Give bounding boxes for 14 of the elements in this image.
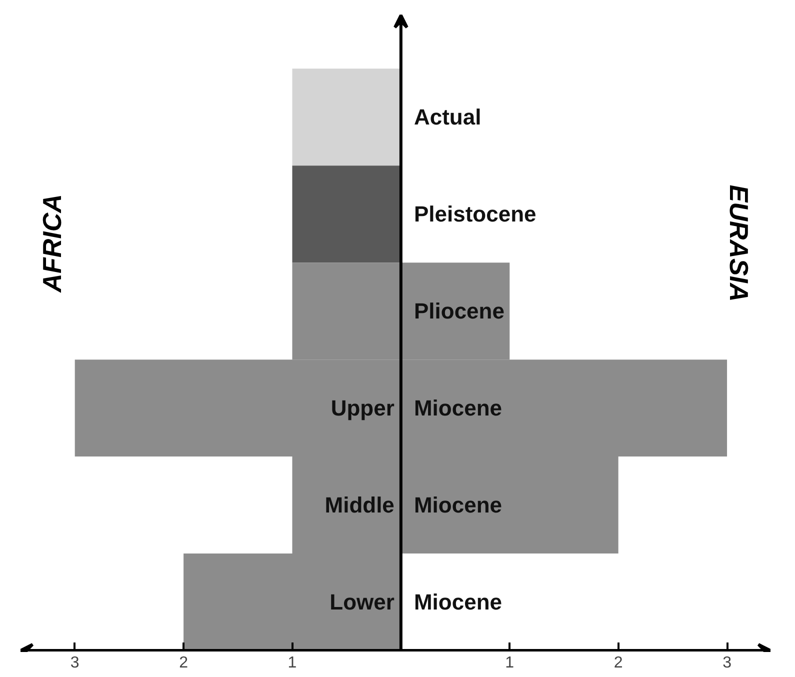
- text: EURASIA: [724, 184, 754, 302]
- y-tick-label: Middle Miocene: [324, 492, 502, 518]
- x-tick-label: 2: [614, 654, 623, 672]
- y-tick-label: Pliocene: [414, 298, 504, 324]
- x-tick-label: 3: [70, 654, 80, 672]
- x-tick-label: 1: [288, 654, 297, 672]
- y-tick-label: Lower Miocene: [330, 590, 502, 615]
- x-tick-label: 1: [505, 654, 514, 672]
- y-tick-label: Actual: [414, 104, 482, 130]
- x-tick-label: 3: [722, 654, 732, 672]
- x-tick-label: 2: [179, 654, 188, 672]
- y-tick-label: Upper Miocene: [330, 396, 502, 421]
- text: AFRICA: [36, 194, 67, 294]
- y-tick-label: Pleistocene: [414, 202, 536, 227]
